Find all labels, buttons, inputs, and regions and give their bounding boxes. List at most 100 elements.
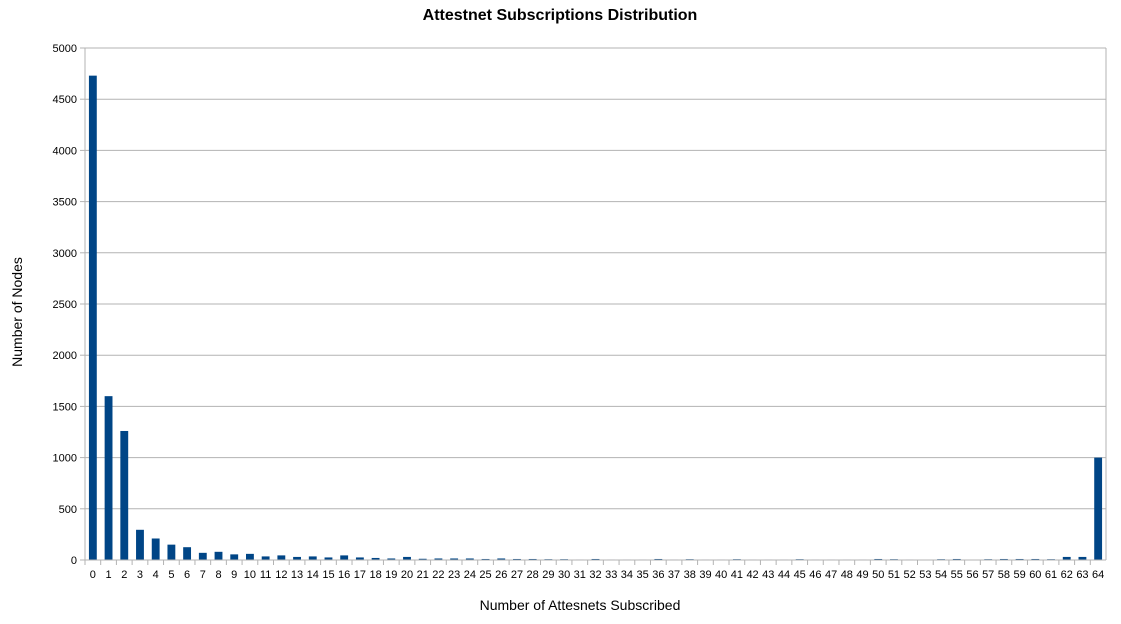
bar-24 (465, 558, 474, 560)
x-tick-label: 37 (668, 569, 680, 581)
x-tick-label: 26 (495, 569, 507, 581)
bar-5 (167, 544, 176, 560)
bar-10 (246, 553, 254, 560)
x-tick-label: 23 (448, 569, 460, 581)
x-tick-label: 16 (338, 569, 350, 581)
x-tick-label: 3 (137, 569, 143, 581)
bar-50 (874, 558, 883, 560)
bar-64 (1094, 457, 1103, 560)
bar-9 (230, 554, 239, 560)
x-tick-labels: 0 1 2 3 4 5 6 7 8 9 10 11 12 13 14 15 16 17 18 19 20 21 22 23 24… (84, 560, 1104, 581)
x-tick-label: 35 (636, 569, 648, 581)
x-tick-label: 50 (872, 569, 884, 581)
y-tick-label: 2000 (53, 350, 77, 362)
bar-55 (952, 558, 961, 560)
x-tick-label: 38 (684, 569, 696, 581)
x-tick-label: 64 (1092, 569, 1104, 581)
x-tick-label: 56 (966, 569, 978, 581)
bar-15 (324, 557, 333, 560)
gridlines (85, 47, 1106, 510)
x-tick-label: 12 (275, 569, 287, 581)
x-tick-label: 18 (369, 569, 381, 581)
y-tick-label: 500 (59, 504, 77, 516)
x-tick-label: 9 (231, 569, 237, 581)
x-tick-label: 7 (200, 569, 206, 581)
bar-36 (654, 558, 663, 560)
bar-63 (1078, 556, 1087, 560)
bar-16 (340, 555, 349, 560)
x-tick-label: 5 (168, 569, 174, 581)
x-tick-label: 41 (731, 569, 743, 581)
bar-62 (1062, 556, 1071, 560)
y-tick-label: 3000 (53, 248, 77, 260)
x-tick-label: 21 (417, 569, 429, 581)
x-tick-label: 36 (652, 569, 664, 581)
x-tick-label: 1 (105, 569, 111, 581)
x-tick-label: 42 (746, 569, 758, 581)
bars (88, 75, 1103, 560)
x-tick-label: 20 (401, 569, 413, 581)
x-tick-label: 46 (809, 569, 821, 581)
x-tick-label: 47 (825, 569, 837, 581)
x-tick-label: 17 (354, 569, 366, 581)
bar-28 (528, 558, 537, 560)
x-tick-label: 62 (1061, 569, 1073, 581)
x-tick-label: 2 (121, 569, 127, 581)
x-tick-label: 28 (527, 569, 539, 581)
bar-4 (151, 538, 160, 560)
x-tick-label: 60 (1029, 569, 1041, 581)
y-tick-label: 0 (71, 555, 77, 567)
x-tick-label: 57 (982, 569, 994, 581)
x-tick-label: 22 (432, 569, 444, 581)
x-tick-label: 55 (951, 569, 963, 581)
x-tick-label: 19 (385, 569, 397, 581)
x-tick-label: 4 (153, 569, 159, 581)
bar-6 (183, 547, 192, 560)
x-tick-label: 48 (841, 569, 853, 581)
x-tick-label: 44 (778, 569, 790, 581)
x-tick-label: 63 (1076, 569, 1088, 581)
x-tick-label: 31 (574, 569, 586, 581)
bar-19 (387, 558, 396, 560)
x-tick-label: 8 (215, 569, 221, 581)
bar-58 (999, 558, 1008, 560)
bar-27 (513, 558, 521, 560)
x-tick-label: 39 (699, 569, 711, 581)
bar-2 (120, 430, 129, 560)
x-tick-label: 45 (794, 569, 806, 581)
bar-25 (481, 558, 490, 560)
x-tick-label: 54 (935, 569, 947, 581)
x-tick-label: 27 (511, 569, 523, 581)
x-tick-label: 6 (184, 569, 190, 581)
x-tick-label: 0 (90, 569, 96, 581)
y-tick-label: 2500 (53, 299, 77, 311)
bar-12 (277, 555, 286, 560)
bar-59 (1015, 558, 1024, 560)
x-tick-label: 30 (558, 569, 570, 581)
bar-14 (308, 556, 317, 560)
bar-13 (293, 556, 301, 560)
bar-21 (418, 558, 427, 560)
x-tick-label: 10 (244, 569, 256, 581)
y-axis-title: Number of Nodes (9, 257, 25, 367)
x-tick-label: 58 (998, 569, 1010, 581)
y-tick-label: 1000 (53, 453, 77, 465)
x-tick-label: 25 (479, 569, 491, 581)
x-tick-label: 43 (762, 569, 774, 581)
x-tick-label: 13 (291, 569, 303, 581)
chart-title: Attestnet Subscriptions Distribution (423, 7, 698, 24)
x-tick-label: 14 (307, 569, 319, 581)
x-tick-label: 11 (260, 569, 271, 581)
bar-3 (136, 529, 144, 560)
x-tick-label: 34 (621, 569, 633, 581)
x-tick-label: 15 (322, 569, 334, 581)
x-tick-label: 51 (888, 569, 900, 581)
bar-7 (198, 552, 207, 560)
x-tick-label: 24 (464, 569, 476, 581)
x-tick-label: 33 (605, 569, 617, 581)
bar-17 (355, 557, 364, 560)
bar-8 (214, 551, 223, 560)
bar-0 (88, 75, 97, 560)
bar-23 (450, 558, 459, 560)
